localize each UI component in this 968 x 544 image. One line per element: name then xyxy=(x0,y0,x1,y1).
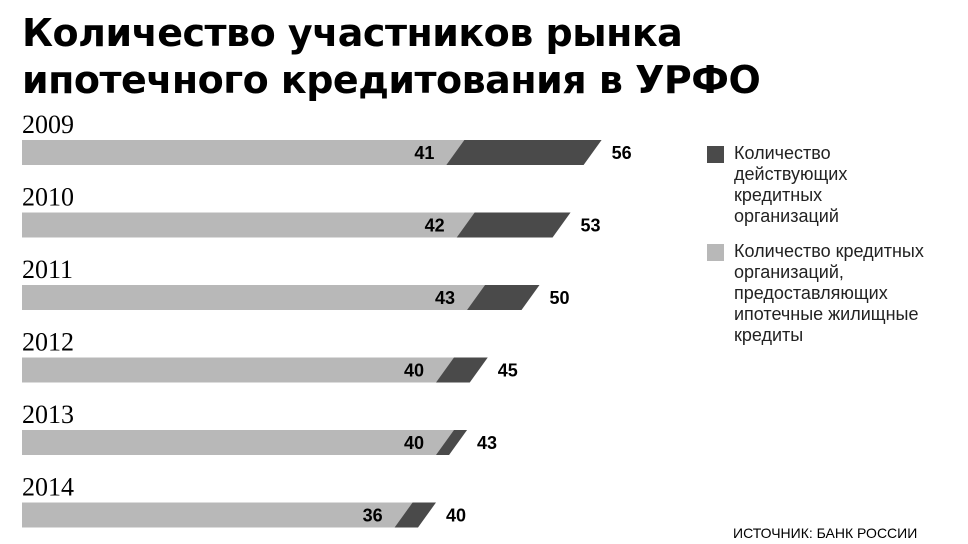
value-label-active-2012: 45 xyxy=(498,361,518,381)
legend-item-active: Количество действующих кредитных организ… xyxy=(707,143,965,227)
year-label-2010: 2010 xyxy=(22,183,74,212)
value-label-active-2009: 56 xyxy=(612,143,632,163)
bar-mortgage-2009 xyxy=(22,140,465,165)
year-label-2009: 2009 xyxy=(22,110,74,139)
chart-title: Количество участников рынка ипотечного к… xyxy=(22,11,761,102)
year-label-2013: 2013 xyxy=(22,400,74,429)
legend-swatch-mortgage xyxy=(707,244,724,261)
legend-label-active: Количество действующих кредитных организ… xyxy=(734,143,848,226)
value-label-mortgage-2009: 41 xyxy=(414,143,434,163)
bar-mortgage-2013 xyxy=(22,430,454,455)
legend-label-mortgage: Количество кредитных организаций, предос… xyxy=(734,241,924,345)
value-label-mortgage-2011: 43 xyxy=(435,288,455,308)
value-label-active-2011: 50 xyxy=(550,288,570,308)
value-label-mortgage-2013: 40 xyxy=(404,433,424,453)
bar-mortgage-2010 xyxy=(22,212,475,238)
legend: Количество действующих кредитных организ… xyxy=(707,143,965,360)
legend-item-mortgage: Количество кредитных организаций, предос… xyxy=(707,241,965,346)
value-label-active-2014: 40 xyxy=(446,506,466,526)
year-label-2011: 2011 xyxy=(22,255,73,284)
bar-mortgage-2012 xyxy=(22,357,454,383)
value-label-active-2010: 53 xyxy=(581,216,601,236)
source-note: ИСТОЧНИК: БАНК РОССИИ xyxy=(733,525,918,541)
year-label-2012: 2012 xyxy=(22,328,74,357)
value-label-mortgage-2014: 36 xyxy=(363,506,383,526)
value-label-active-2013: 43 xyxy=(477,433,497,453)
value-label-mortgage-2012: 40 xyxy=(404,361,424,381)
legend-swatch-active xyxy=(707,146,724,163)
year-label-2014: 2014 xyxy=(22,473,74,502)
bar-mortgage-2014 xyxy=(22,502,413,528)
bar-mortgage-2011 xyxy=(22,285,486,310)
value-label-mortgage-2010: 42 xyxy=(425,216,445,236)
